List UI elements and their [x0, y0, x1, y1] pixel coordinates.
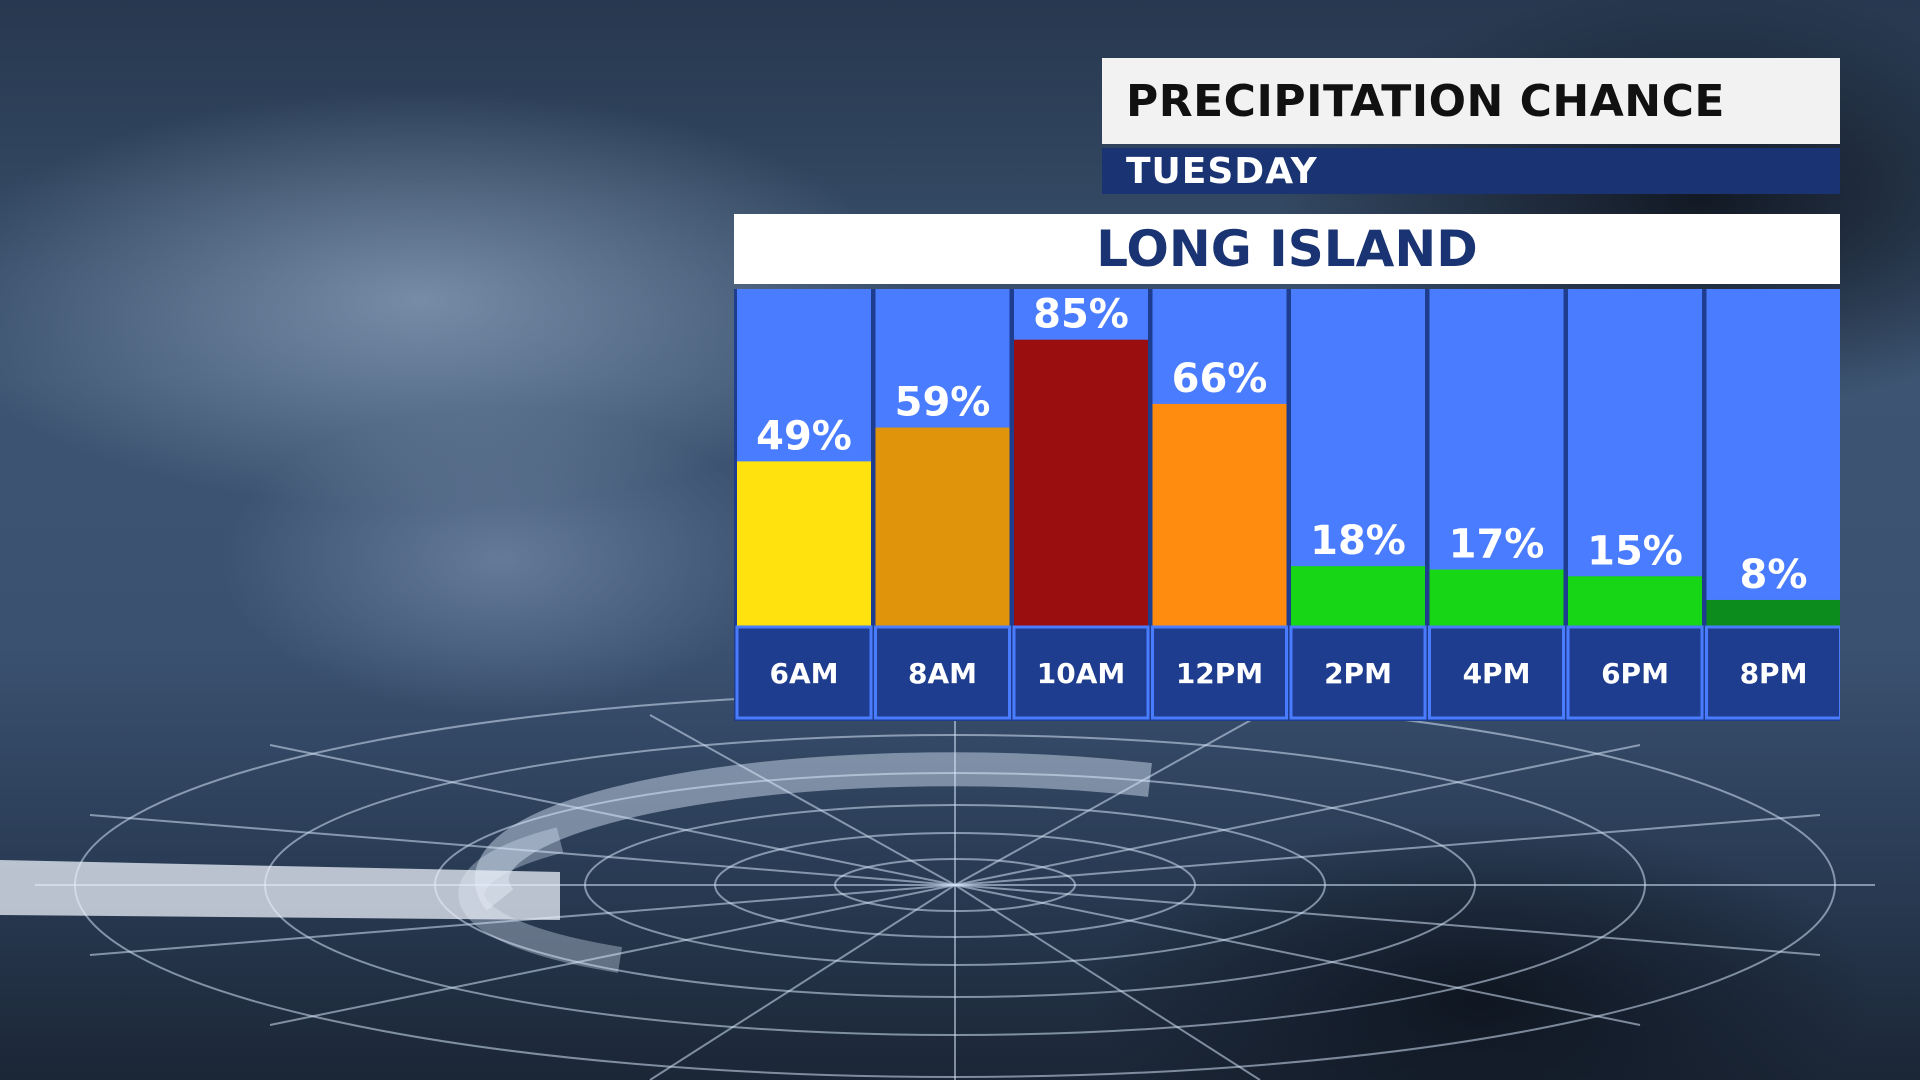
- chart-canvas: 49% 6AM 59% 8AM 85% 10AM 66% 12PM 18% 2PM 17% 4PM 15…: [735, 289, 1840, 720]
- time-label: 4PM: [1463, 657, 1531, 690]
- time-label: 8PM: [1740, 657, 1808, 690]
- value-label: 59%: [895, 380, 991, 426]
- time-label: 8AM: [908, 657, 977, 690]
- time-label-band: [1566, 625, 1704, 720]
- column-background: [1568, 289, 1702, 627]
- time-label-band: [874, 625, 1011, 720]
- time-label-band: [1428, 625, 1565, 720]
- day-label: TUESDAY: [1102, 148, 1840, 194]
- region-label: LONG ISLAND: [734, 214, 1840, 284]
- time-label-band: [1705, 625, 1840, 720]
- bar-12pm: [1152, 403, 1287, 627]
- time-label-band: [1289, 625, 1427, 720]
- time-label-band: [1012, 625, 1150, 720]
- bar-6pm: [1568, 576, 1702, 627]
- value-label: 8%: [1740, 552, 1808, 598]
- time-label-band: [1151, 625, 1288, 720]
- time-label: 6PM: [1601, 657, 1669, 690]
- time-label-band: [735, 625, 873, 720]
- bar-4pm: [1429, 569, 1564, 627]
- time-label: 2PM: [1324, 657, 1392, 690]
- time-label: 12PM: [1176, 657, 1263, 690]
- bar-2pm: [1291, 566, 1425, 627]
- time-label: 10AM: [1037, 657, 1126, 690]
- bar-6am: [737, 461, 871, 627]
- bar-10am: [1014, 339, 1148, 627]
- column-background: [1706, 289, 1840, 627]
- precipitation-bar-chart: 49% 6AM 59% 8AM 85% 10AM 66% 12PM 18% 2PM 17% 4PM 15…: [734, 289, 1840, 721]
- bar-8pm: [1706, 599, 1840, 627]
- value-label: 66%: [1172, 356, 1268, 402]
- bar-8am: [875, 427, 1010, 627]
- time-label: 6AM: [769, 657, 838, 690]
- value-label: 18%: [1310, 518, 1406, 564]
- value-label: 49%: [756, 413, 852, 459]
- value-label: 85%: [1033, 292, 1129, 338]
- value-label: 17%: [1449, 522, 1545, 568]
- chart-title: PRECIPITATION CHANCE: [1102, 58, 1840, 144]
- value-label: 15%: [1587, 528, 1683, 574]
